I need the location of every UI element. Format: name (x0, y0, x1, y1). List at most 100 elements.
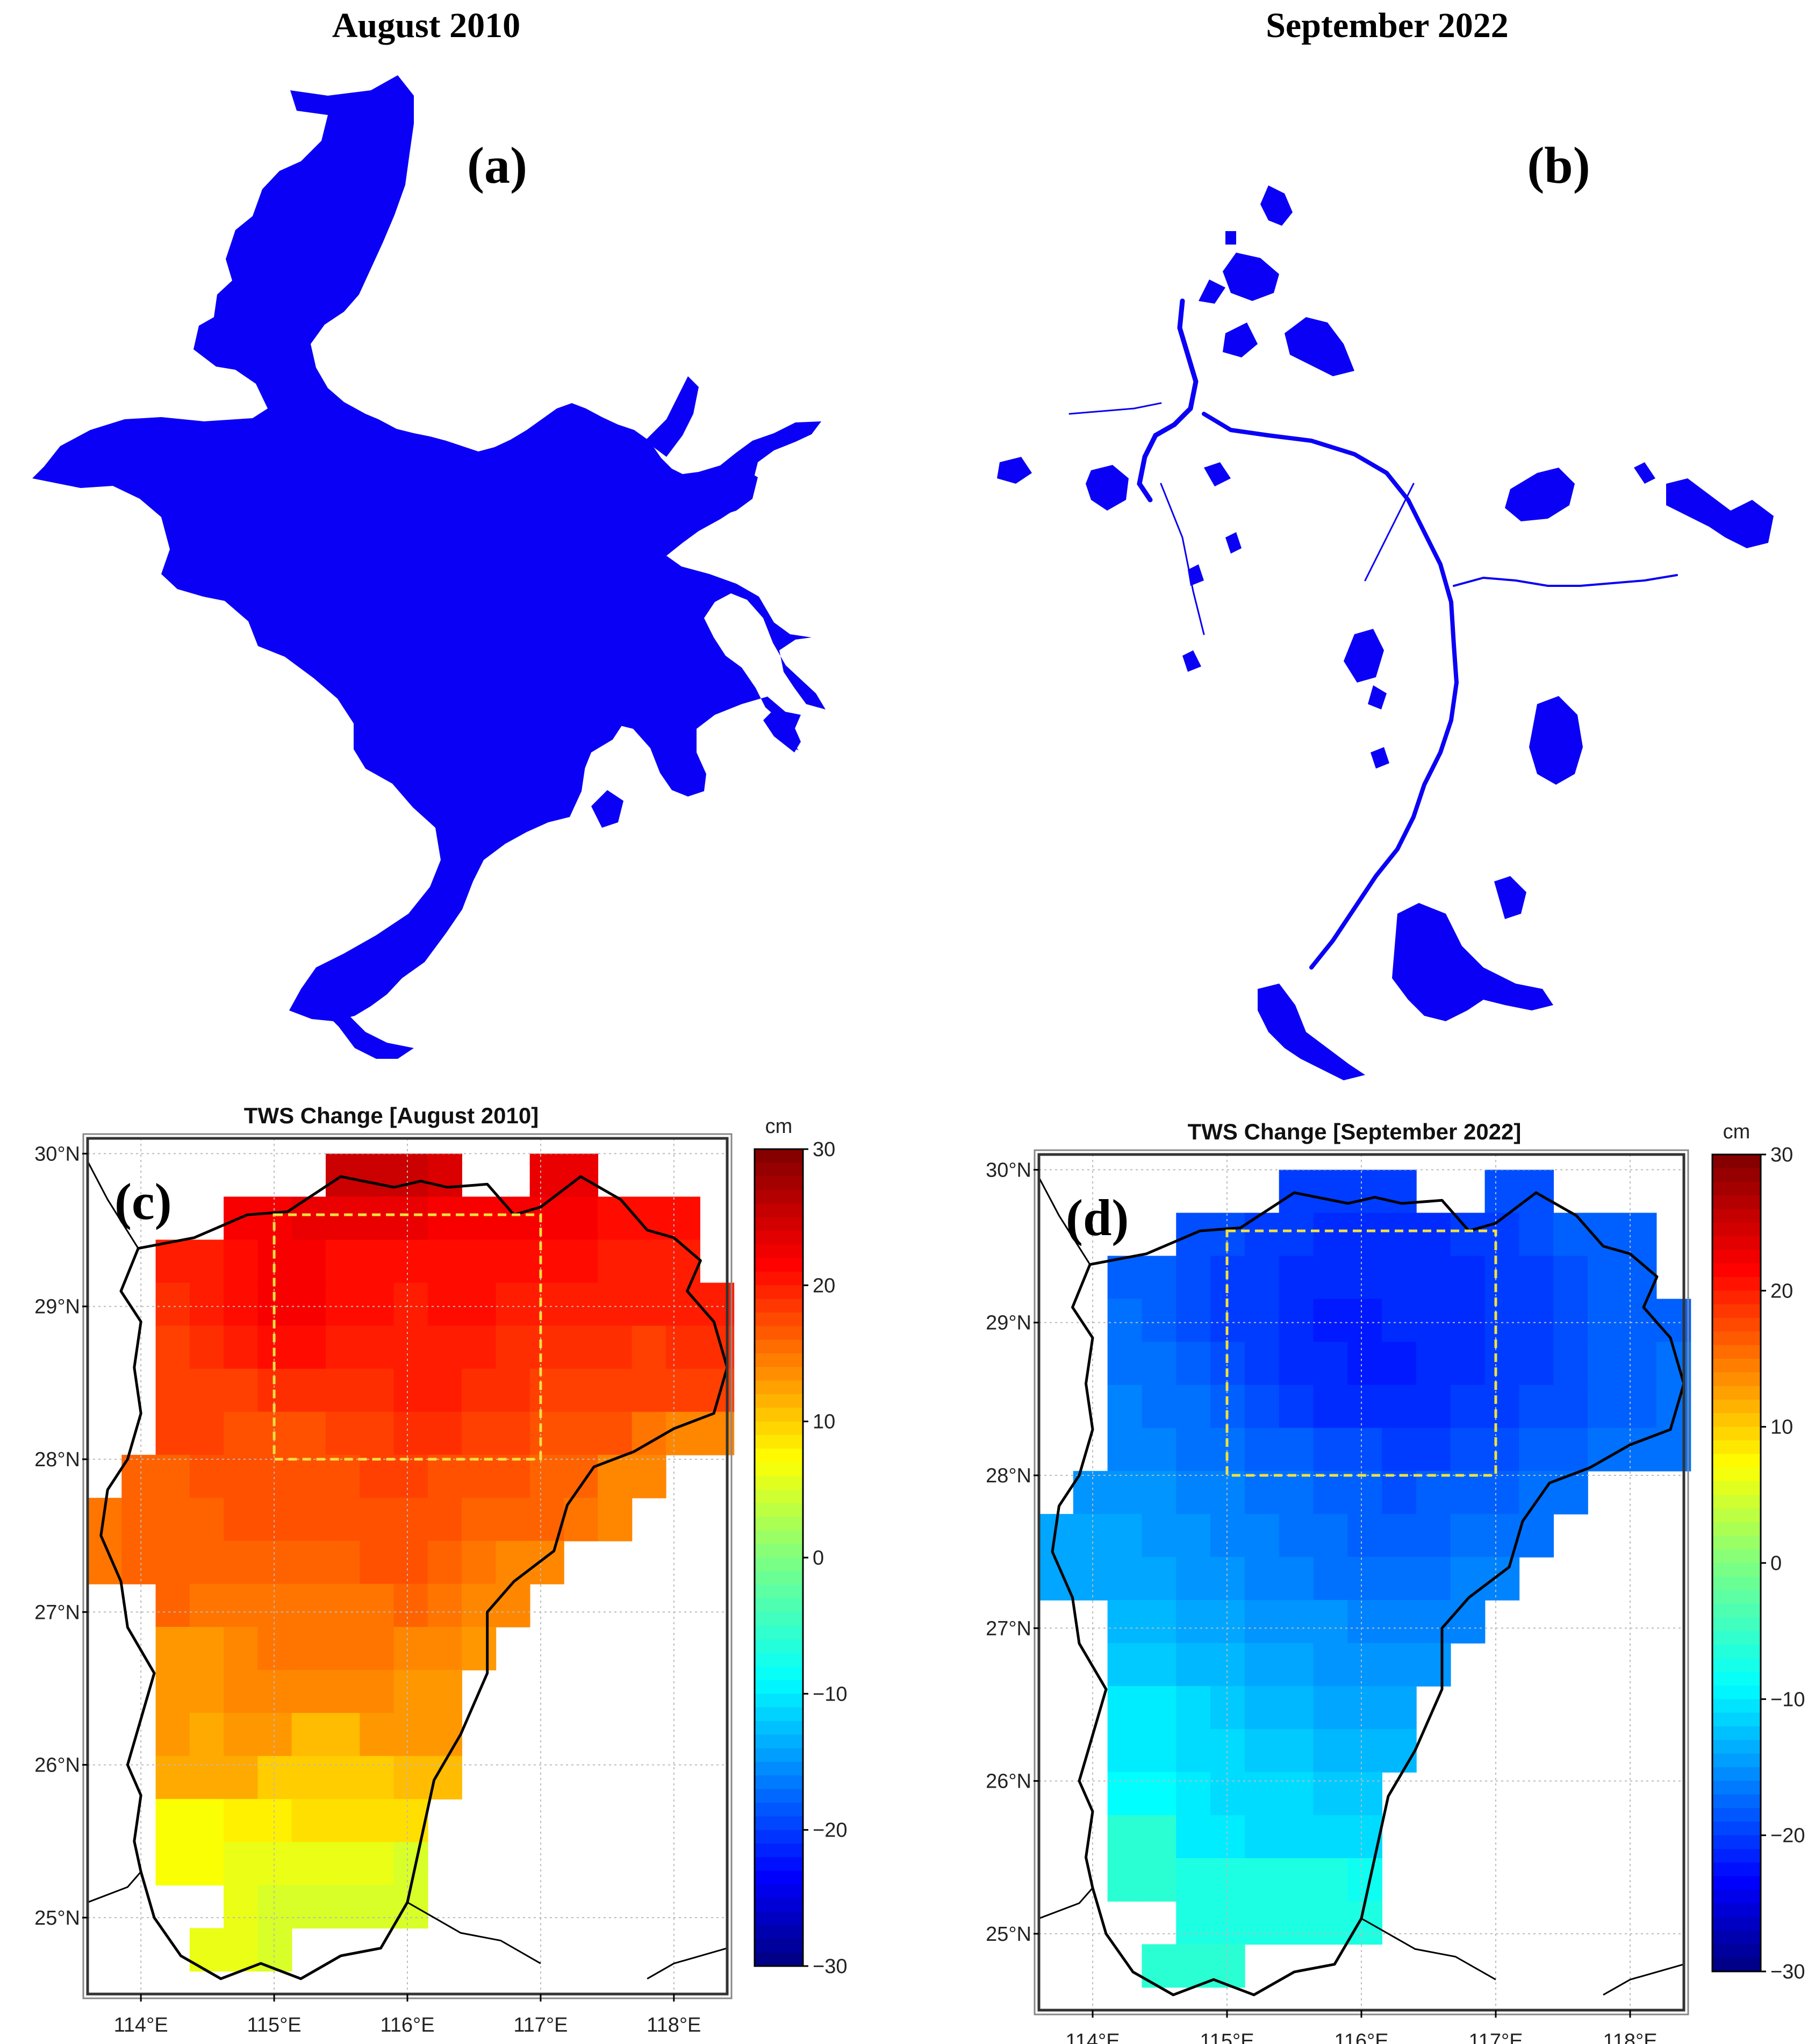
tws-cell (598, 1411, 633, 1455)
tws-cell (427, 1153, 462, 1197)
tws-cell (1347, 1514, 1382, 1558)
tws-cell (155, 1497, 190, 1541)
tws-cell (360, 1454, 394, 1498)
tws-cell (598, 1282, 633, 1326)
tws-cell (1484, 1557, 1520, 1601)
colorbar-segment (1712, 1549, 1761, 1564)
tws-cell (189, 1411, 224, 1455)
tws-cell (1382, 1170, 1417, 1214)
tws-cell (632, 1239, 666, 1283)
tws-cell (1622, 1428, 1657, 1472)
x-tick-label: 117°E (513, 2014, 568, 2036)
colorbar-segment (755, 1816, 803, 1831)
tws-cell (1416, 1600, 1451, 1644)
tws-cell (1313, 1858, 1348, 1902)
tws-cell (1484, 1170, 1520, 1214)
colorbar-segment (1712, 1672, 1761, 1686)
tws-cell (189, 1670, 224, 1713)
tws-cell (1244, 1428, 1280, 1472)
panel-b-label: (b) (1527, 137, 1590, 194)
colorbar-segment (1712, 1931, 1761, 1945)
y-tick-label: 28°N (986, 1465, 1031, 1487)
colorbar-segment (755, 1217, 803, 1231)
tws-cell (529, 1454, 564, 1498)
tws-cell (1313, 1342, 1348, 1386)
tws-cell (1176, 1428, 1211, 1472)
tws-cell (1142, 1815, 1177, 1859)
tws-cell (598, 1196, 633, 1240)
colorbar-segment (1712, 1168, 1761, 1182)
tws-cell (189, 1626, 224, 1670)
tws-cell (1244, 1858, 1280, 1902)
colorbar-segment (755, 1584, 803, 1599)
colorbar-segment (1712, 1794, 1761, 1809)
colorbar: cm 30 20 10 0 −10 −20 −30 (1711, 1121, 1805, 1983)
tws-cell (1142, 1729, 1177, 1773)
colorbar-segment (1712, 1413, 1761, 1428)
tws-cell (121, 1454, 156, 1498)
tws-cell (189, 1799, 224, 1843)
tws-cells (1039, 1170, 1691, 1988)
tws-cell (1279, 1256, 1314, 1300)
tws-cell (598, 1325, 633, 1369)
tws-cell (224, 1411, 259, 1455)
colorbar-segment (755, 1789, 803, 1803)
colorbar-segment (755, 1203, 803, 1218)
tws-cell (1107, 1772, 1143, 1816)
tws-cell (665, 1282, 700, 1326)
colorbar-segment (1712, 1726, 1761, 1741)
colorbar-segment (1712, 1304, 1761, 1318)
colorbar-segment (1712, 1195, 1761, 1210)
colorbar-segment (755, 1244, 803, 1259)
tws-cell (427, 1368, 462, 1412)
tws-cell (529, 1282, 564, 1326)
tws-cell (1210, 1342, 1245, 1386)
tws-cell (224, 1842, 259, 1886)
tws-cell (529, 1368, 564, 1412)
neighbour-border (1361, 1918, 1496, 1981)
tws-cell (1244, 1600, 1280, 1644)
tws-cell (325, 1670, 361, 1713)
tws-cell (1210, 1557, 1245, 1601)
tws-cell (224, 1282, 259, 1326)
tws-cell (224, 1885, 259, 1929)
tws-cell (393, 1196, 428, 1240)
tws-cell (155, 1325, 190, 1369)
colorbar-segment (1712, 1277, 1761, 1292)
tws-cell (325, 1799, 361, 1843)
tws-cell (496, 1196, 530, 1240)
tws-cell (1176, 1557, 1211, 1601)
tws-cell (291, 1239, 326, 1283)
colorbar-segment (755, 1666, 803, 1681)
tws-cell (1416, 1428, 1451, 1472)
colorbar-segment (1712, 1454, 1761, 1468)
tws-cell (1313, 1772, 1348, 1816)
tws-cell (1416, 1471, 1451, 1515)
tws-cell (1416, 1514, 1451, 1558)
tws-cell (1142, 1385, 1177, 1429)
colorbar-segment (1712, 1331, 1761, 1346)
tws-cell (496, 1540, 530, 1584)
tws-cell (529, 1411, 564, 1455)
tws-cell (1450, 1299, 1486, 1343)
colorbar-segment (1712, 1645, 1761, 1659)
tws-cell (291, 1368, 326, 1412)
tws-cell (462, 1368, 497, 1412)
colorbar-segment (1712, 1849, 1761, 1863)
tws-cell (1588, 1299, 1623, 1343)
tws-cell (360, 1196, 394, 1240)
tws-cell (496, 1368, 530, 1412)
tws-cell (700, 1411, 735, 1455)
gridlines (88, 1138, 727, 1994)
colorbar-segment (1712, 1359, 1761, 1373)
tws-cell (1313, 1514, 1348, 1558)
tws-cell (224, 1325, 259, 1369)
colorbar-segment (755, 1612, 803, 1626)
tws-cell (1519, 1471, 1554, 1515)
tws-cell (1142, 1256, 1177, 1300)
colorbar-segment (1712, 1209, 1761, 1223)
tws-cell (1382, 1471, 1417, 1515)
tws-cell (1313, 1428, 1348, 1472)
tws-cell (121, 1540, 156, 1584)
tws-cell (393, 1153, 428, 1197)
